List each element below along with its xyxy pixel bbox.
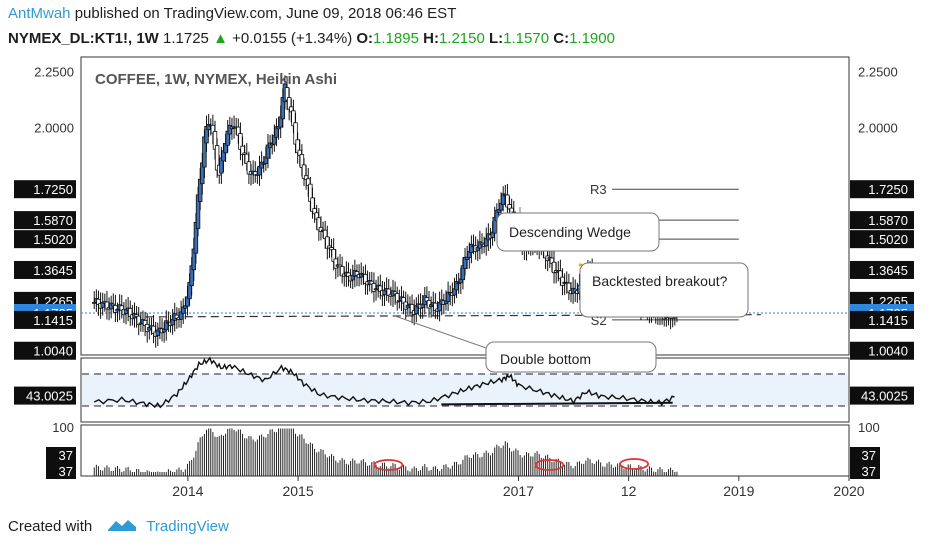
- left-price-badge: [14, 180, 76, 199]
- footer: Created with TradingView: [8, 517, 229, 535]
- right-tick-label: 2.0000: [858, 121, 898, 136]
- symbol-header: NYMEX_DL:KT1!, 1W 1.1725 ▲ +0.0155 (+1.3…: [8, 30, 615, 47]
- sub-left-badge: [46, 447, 76, 463]
- candle-body: [333, 258, 338, 269]
- right-price-badge: [850, 260, 914, 279]
- created-with-text: Created with: [8, 518, 93, 535]
- right-price-badge: [850, 230, 914, 249]
- highlight-oval: [619, 458, 650, 470]
- sub-left-text: 37: [59, 464, 73, 479]
- osc-right-badge: [850, 386, 914, 405]
- left-price-badge: [14, 310, 76, 329]
- chart-title: COFFEE, 1W, NYMEX, Heikin Ashi: [95, 71, 337, 88]
- time-tick-label: 12: [621, 483, 637, 499]
- sub-right-badge: [850, 447, 880, 463]
- tradingview-logo-icon: [96, 518, 146, 535]
- candle-body: [560, 276, 565, 286]
- left-price-text: 1.5020: [33, 232, 73, 247]
- highlight-oval: [534, 459, 565, 471]
- change-value: +0.0155 (+1.34%): [232, 30, 353, 47]
- sub-right-badge: [850, 463, 880, 479]
- time-tick-label: 2020: [833, 483, 864, 499]
- left-price-badge: [14, 260, 76, 279]
- up-arrow-icon: ▲: [213, 30, 228, 47]
- time-tick-label: 2014: [172, 483, 203, 499]
- right-tick-label: 2.2500: [858, 65, 898, 80]
- double-bottom-callout[interactable]: Double bottom: [485, 341, 657, 373]
- publish-header: AntMwah published on TradingView.com, Ju…: [8, 5, 456, 22]
- sub-top-left: 100: [52, 420, 74, 435]
- breakout-callout-line1: Backtested breakout?: [592, 273, 728, 289]
- left-price-text: 1.3645: [33, 263, 73, 278]
- osc-right-text: 43.0025: [861, 389, 908, 404]
- price-chart[interactable]: R3R2R1PS1S2 2.25002.25002.00002.00001.72…: [0, 0, 932, 510]
- last-price: 1.1725: [163, 30, 209, 47]
- right-price-badge: [850, 180, 914, 199]
- ohlc-c-value: 1.1900: [569, 30, 615, 47]
- time-tick-label: 2017: [503, 483, 534, 499]
- wedge-callout-text: Descending Wedge: [509, 224, 631, 240]
- sub-top-right: 100: [858, 420, 880, 435]
- breakout-callout[interactable]: Backtested breakout?: [579, 262, 749, 318]
- tradingview-brand[interactable]: TradingView: [146, 518, 229, 535]
- right-price-text: 1.5020: [868, 232, 908, 247]
- oscillator-trendline: [441, 401, 673, 406]
- left-price-text: 1.5870: [33, 213, 73, 228]
- pivot-label: R3: [590, 182, 607, 197]
- right-price-text: 1.0040: [868, 344, 908, 359]
- osc-left-badge: [14, 386, 76, 405]
- ohlc-l-value: 1.1570: [503, 30, 550, 47]
- right-price-text: 1.1415: [868, 313, 908, 328]
- ohlc-l-label: L:: [489, 30, 504, 47]
- left-tick-label: 2.2500: [34, 65, 74, 80]
- symbol-label: NYMEX_DL:KT1!, 1W: [8, 30, 159, 47]
- right-price-text: 1.5870: [868, 213, 908, 228]
- right-price-text: 1.3645: [868, 263, 908, 278]
- sub-left-text: 37: [59, 448, 73, 463]
- sub-left-badge: [46, 463, 76, 479]
- right-price-badge: [850, 211, 914, 230]
- time-tick-label: 2019: [723, 483, 754, 499]
- left-price-badge: [14, 341, 76, 360]
- time-tick-label: 2015: [282, 483, 313, 499]
- highlight-oval: [373, 459, 404, 471]
- wedge-callout[interactable]: Descending Wedge: [496, 212, 660, 252]
- osc-left-text: 43.0025: [26, 389, 73, 404]
- right-price-badge: [850, 310, 914, 329]
- candle-body: [227, 124, 233, 135]
- ohlc-o-label: O:: [356, 30, 374, 47]
- published-text: published on TradingView.com, June 09, 2…: [74, 5, 457, 22]
- ohlc-o-value: 1.1895: [373, 30, 419, 47]
- ohlc-h-value: 1.2150: [438, 30, 485, 47]
- ohlc-h-label: H:: [423, 30, 439, 47]
- author-link[interactable]: AntMwah: [8, 5, 71, 22]
- left-price-badge: [14, 230, 76, 249]
- left-price-text: 1.7250: [33, 182, 73, 197]
- double-bottom-callout-text: Double bottom: [500, 351, 591, 367]
- left-tick-label: 2.0000: [34, 121, 74, 136]
- left-price-text: 1.1415: [33, 313, 73, 328]
- ohlc-c-label: C:: [553, 30, 570, 47]
- right-price-text: 1.7250: [868, 182, 908, 197]
- sub-right-text: 37: [862, 448, 876, 463]
- left-price-text: 1.0040: [33, 344, 73, 359]
- right-price-badge: [850, 341, 914, 360]
- sub-right-text: 37: [862, 464, 876, 479]
- left-price-badge: [14, 211, 76, 230]
